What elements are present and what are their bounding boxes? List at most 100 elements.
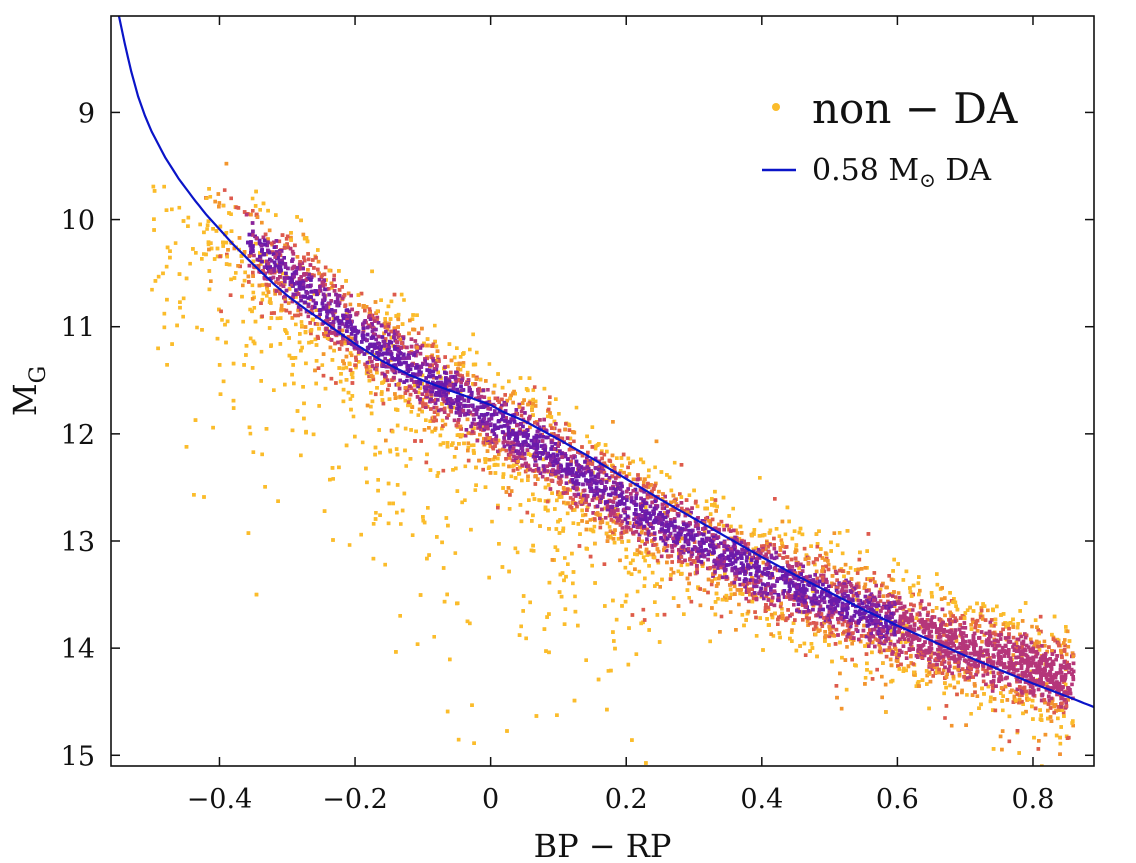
scatter-point: [557, 428, 562, 433]
scatter-point: [930, 667, 935, 671]
scatter-point: [698, 603, 703, 608]
scatter-point: [645, 527, 650, 532]
scatter-point: [882, 648, 887, 653]
scatter-point: [848, 566, 853, 570]
scatter-point: [403, 398, 408, 403]
scatter-point: [561, 486, 566, 490]
scatter-point: [314, 381, 318, 386]
scatter-point: [771, 634, 776, 638]
scatter-point: [570, 501, 575, 505]
scatter-point: [561, 526, 566, 531]
scatter-point: [528, 414, 532, 419]
scatter-point: [517, 471, 522, 476]
scatter-point: [631, 558, 635, 563]
scatter-point: [718, 574, 722, 578]
scatter-point: [831, 632, 835, 637]
scatter-point: [524, 636, 528, 641]
scatter-point: [501, 447, 505, 452]
scatter-point: [656, 549, 661, 554]
scatter-point: [690, 506, 694, 510]
scatter-point: [845, 529, 850, 533]
scatter-point: [580, 519, 584, 523]
scatter-point: [366, 370, 370, 374]
scatter-point: [945, 672, 949, 676]
scatter-point: [700, 519, 705, 523]
scatter-point: [777, 553, 782, 557]
scatter-point: [814, 532, 819, 536]
scatter-point: [603, 506, 607, 511]
scatter-point: [301, 385, 305, 389]
scatter-point: [285, 234, 290, 239]
scatter-point: [706, 590, 710, 595]
scatter-point: [704, 516, 708, 521]
scatter-point: [366, 365, 371, 369]
scatter-point: [554, 474, 559, 478]
scatter-point: [1060, 701, 1064, 706]
scatter-point: [688, 572, 692, 577]
scatter-point: [1043, 644, 1047, 648]
scatter-point: [746, 609, 751, 614]
scatter-point: [572, 508, 577, 512]
scatter-point: [471, 362, 476, 367]
scatter-point: [865, 642, 870, 646]
scatter-point: [434, 418, 438, 423]
scatter-point: [445, 441, 450, 445]
scatter-point: [251, 290, 256, 295]
scatter-point: [1030, 704, 1034, 709]
scatter-point: [330, 358, 335, 362]
scatter-point: [333, 284, 337, 288]
scatter-point: [1024, 709, 1028, 714]
scatter-point: [989, 623, 994, 628]
scatter-point: [689, 599, 694, 604]
scatter-point: [912, 670, 916, 675]
scatter-point: [904, 656, 909, 660]
scatter-point: [380, 323, 384, 328]
scatter-point: [454, 446, 458, 450]
scatter-point: [811, 560, 816, 565]
scatter-point: [744, 618, 748, 622]
scatter-point: [520, 401, 525, 405]
scatter-point: [975, 629, 980, 633]
scatter-point: [204, 252, 208, 257]
scatter-point: [461, 364, 466, 368]
scatter-point: [331, 316, 336, 321]
scatter-point: [785, 505, 790, 510]
scatter-point: [392, 292, 397, 297]
scatter-point: [269, 311, 274, 315]
scatter-point: [168, 255, 172, 260]
scatter-points: [150, 161, 1076, 766]
scatter-point: [251, 259, 256, 264]
scatter-point: [944, 704, 949, 708]
scatter-point: [943, 716, 947, 720]
scatter-point: [262, 276, 267, 280]
scatter-point: [363, 362, 367, 367]
scatter-point: [702, 588, 707, 592]
scatter-point: [884, 585, 888, 590]
scatter-point: [379, 392, 384, 396]
scatter-point: [613, 646, 617, 651]
scatter-point: [229, 196, 233, 201]
scatter-point: [750, 599, 755, 604]
scatter-point: [898, 648, 902, 653]
scatter-point: [367, 315, 371, 319]
scatter-point: [943, 622, 947, 627]
scatter-point: [758, 616, 762, 620]
scatter-point: [347, 543, 352, 547]
scatter-point: [674, 502, 679, 506]
scatter-point: [386, 481, 391, 486]
scatter-point: [612, 496, 617, 500]
scatter-point: [862, 623, 866, 628]
scatter-point: [508, 452, 513, 456]
scatter-point: [807, 616, 811, 621]
scatter-point: [633, 552, 637, 556]
scatter-point: [441, 441, 446, 445]
scatter-point: [1015, 637, 1020, 642]
scatter-point: [680, 536, 684, 541]
scatter-point: [863, 682, 867, 686]
scatter-point: [254, 241, 258, 246]
scatter-point: [777, 631, 782, 635]
scatter-point: [611, 420, 615, 424]
scatter-point: [521, 594, 526, 598]
scatter-point: [797, 566, 801, 570]
scatter-point: [930, 609, 935, 613]
